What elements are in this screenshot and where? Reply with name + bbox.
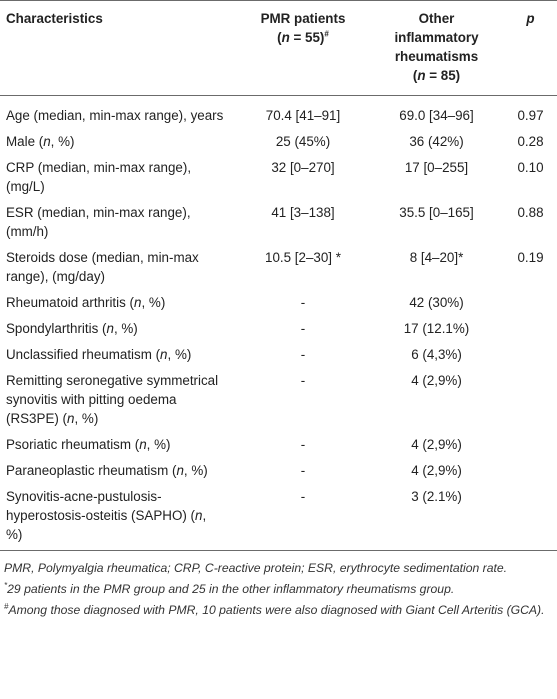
row-pmr-value: - — [300, 321, 306, 336]
table-row: CRP (median, min-max range), (mg/L) 32 [0… — [0, 154, 557, 199]
table-row: Male (n, %) 25 (45%) 36 (42%) 0.28 — [0, 128, 557, 154]
row-p-value — [504, 457, 557, 483]
row-other-value: 36 (42%) — [409, 134, 464, 149]
row-other-value: 4 (2,9%) — [411, 373, 462, 388]
table-row: Steroids dose (median, min-max range), (m… — [0, 244, 557, 289]
row-p-value — [504, 341, 557, 367]
row-other-value: 17 [0–255] — [404, 160, 469, 175]
row-pmr-value: 10.5 [2–30] * — [265, 250, 341, 265]
table-row: Age (median, min-max range), years 70.4 … — [0, 96, 557, 129]
header-pmr-label: PMR patients — [260, 11, 346, 26]
row-other-value: 8 [4–20]* — [409, 250, 464, 265]
table-row: Spondylarthritis (n, %) - 17 (12.1%) — [0, 315, 557, 341]
row-pmr-value: 32 [0–270] — [271, 160, 335, 175]
header-pmr-mark: # — [324, 29, 329, 39]
table-bottom-rule — [0, 550, 557, 551]
row-p-value — [504, 289, 557, 315]
row-other-value: 42 (30%) — [409, 295, 464, 310]
row-pmr-value: - — [300, 347, 306, 362]
table-row: Remitting seronegative symmetrical synovi… — [0, 367, 557, 431]
row-pmr-value: 25 (45%) — [275, 134, 331, 149]
row-p-value: 0.10 — [517, 160, 544, 175]
footnote-hash: #Among those diagnosed with PMR, 10 pati… — [4, 601, 545, 617]
row-label: CRP (median, min-max range), (mg/L) — [6, 160, 192, 194]
footnote-abbreviations: PMR, Polymyalgia rheumatica; CRP, C-reac… — [4, 561, 508, 575]
header-p: p — [504, 0, 557, 96]
table-row: Synovitis-acne-pustulosis-hyperostosis-o… — [0, 483, 557, 550]
header-other-n: (n = 85) — [412, 68, 461, 83]
row-label: Age (median, min-max range), years — [6, 108, 224, 123]
row-other-value: 35.5 [0–165] — [399, 205, 474, 220]
row-label: Psoriatic rheumatism (n, %) — [6, 437, 171, 452]
row-other-value: 17 (12.1%) — [403, 321, 470, 336]
row-label: Male (n, %) — [6, 134, 75, 149]
row-pmr-value: - — [300, 373, 306, 388]
row-p-value: 0.19 — [517, 250, 544, 265]
row-pmr-value: 41 [3–138] — [271, 205, 335, 220]
row-p-value — [504, 431, 557, 457]
row-pmr-value: - — [300, 295, 306, 310]
row-p-value: 0.97 — [517, 108, 544, 123]
table-row: Rheumatoid arthritis (n, %) - 42 (30%) — [0, 289, 557, 315]
row-p-value — [504, 367, 557, 431]
table-row: Psoriatic rheumatism (n, %) - 4 (2,9%) — [0, 431, 557, 457]
header-other-l2: inflammatory — [394, 30, 479, 45]
row-other-value: 3 (2.1%) — [411, 489, 462, 504]
row-pmr-value: - — [300, 489, 306, 504]
header-row: Characteristics PMR patients (n = 55)# O… — [0, 0, 557, 96]
row-other-value: 4 (2,9%) — [411, 463, 462, 478]
row-other-value: 69.0 [34–96] — [399, 108, 474, 123]
row-label: ESR (median, min-max range), (mm/h) — [6, 205, 191, 239]
row-label: Spondylarthritis (n, %) — [6, 321, 138, 336]
header-other-rheumatisms: Other inflammatory rheumatisms (n = 85) — [369, 0, 504, 96]
row-p-value — [504, 483, 557, 550]
header-pmr-patients: PMR patients (n = 55)# — [237, 0, 369, 96]
row-pmr-value: - — [300, 437, 306, 452]
row-other-value: 6 (4,3%) — [411, 347, 462, 362]
table-row: Unclassified rheumatism (n, %) - 6 (4,3%… — [0, 341, 557, 367]
row-label: Steroids dose (median, min-max range), (m… — [6, 250, 199, 284]
header-characteristics: Characteristics — [0, 0, 237, 96]
header-other-l3: rheumatisms — [394, 49, 479, 64]
row-p-value: 0.28 — [517, 134, 544, 149]
footnote-star: *29 patients in the PMR group and 25 in … — [4, 580, 455, 596]
table-row: Paraneoplastic rheumatism (n, %) - 4 (2,… — [0, 457, 557, 483]
row-p-value: 0.88 — [517, 205, 544, 220]
row-pmr-value: 70.4 [41–91] — [265, 108, 341, 123]
table-row: ESR (median, min-max range), (mm/h) 41 [3… — [0, 199, 557, 244]
table-footnotes: PMR, Polymyalgia rheumatica; CRP, C-reac… — [0, 551, 557, 619]
row-label: Rheumatoid arthritis (n, %) — [6, 295, 166, 310]
header-other-l1: Other — [418, 11, 455, 26]
row-label: Paraneoplastic rheumatism (n, %) — [6, 463, 208, 478]
row-label: Unclassified rheumatism (n, %) — [6, 347, 192, 362]
row-label: Remitting seronegative symmetrical synovi… — [6, 373, 219, 426]
row-label: Synovitis-acne-pustulosis-hyperostosis-o… — [6, 489, 207, 542]
characteristics-table: Characteristics PMR patients (n = 55)# O… — [0, 0, 557, 550]
row-other-value: 4 (2,9%) — [411, 437, 462, 452]
row-p-value — [504, 315, 557, 341]
header-pmr-n: (n = 55) — [277, 30, 325, 45]
row-pmr-value: - — [300, 463, 306, 478]
